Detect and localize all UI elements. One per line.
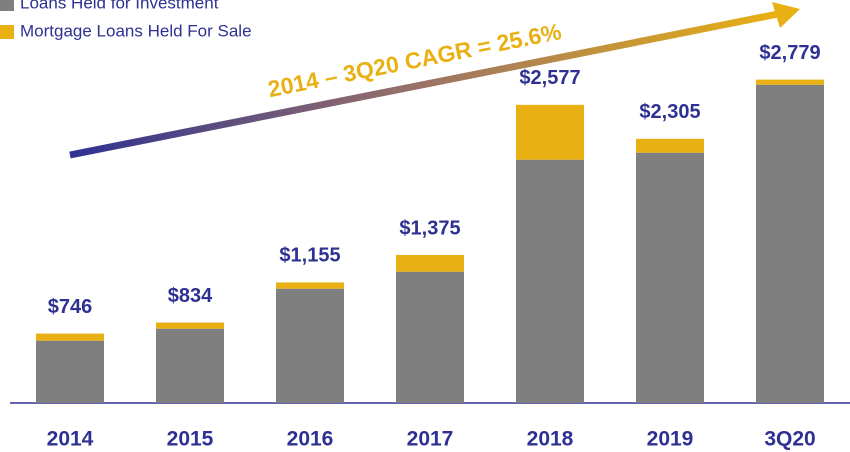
total-label: $1,375 xyxy=(399,217,460,239)
total-label: $2,305 xyxy=(639,101,700,123)
bar-segment xyxy=(156,328,224,403)
legend-swatch xyxy=(0,0,14,11)
bar-segment xyxy=(36,333,104,341)
bar-segment xyxy=(156,322,224,329)
bar-segment xyxy=(636,138,704,153)
cagr-arrow xyxy=(69,2,800,159)
x-tick-label: 3Q20 xyxy=(764,428,815,451)
legend-label: Loans Held for Investment xyxy=(20,0,219,12)
bar-segment xyxy=(276,282,344,289)
bar-segment xyxy=(516,159,584,403)
x-tick-label: 2019 xyxy=(647,428,694,451)
bar-segment xyxy=(396,254,464,272)
bar-segment xyxy=(36,340,104,403)
bar-segment xyxy=(516,104,584,160)
x-tick-label: 2016 xyxy=(287,428,334,451)
legend-swatch xyxy=(0,25,14,39)
x-tick-label: 2018 xyxy=(527,428,574,451)
bar-segment xyxy=(276,288,344,403)
total-label: $1,155 xyxy=(279,245,340,267)
x-tick-label: 2014 xyxy=(47,428,94,451)
total-label: $746 xyxy=(48,296,93,318)
bar-segment xyxy=(636,152,704,403)
bar-segment xyxy=(396,271,464,403)
total-label: $834 xyxy=(168,285,213,307)
total-label: $2,577 xyxy=(519,67,580,89)
bar-segment xyxy=(756,84,824,404)
x-tick-label: 2015 xyxy=(167,428,214,451)
x-tick-label: 2017 xyxy=(407,428,454,451)
legend-label: Mortgage Loans Held For Sale xyxy=(20,21,252,40)
bar-segment xyxy=(756,79,824,85)
total-label: $2,779 xyxy=(759,42,820,64)
